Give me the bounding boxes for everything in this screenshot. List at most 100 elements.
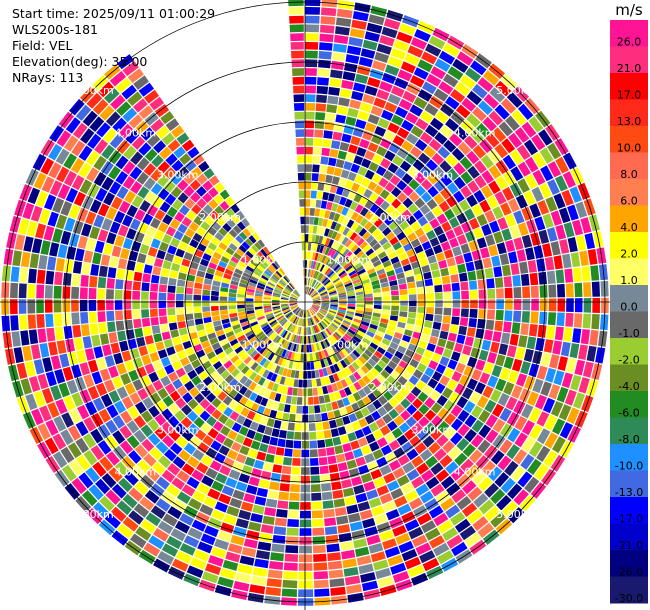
velocity-bin — [537, 324, 547, 338]
velocity-bin — [465, 67, 482, 83]
velocity-bin — [241, 465, 253, 476]
velocity-bin — [310, 307, 317, 314]
velocity-bin — [586, 345, 597, 362]
velocity-bin — [287, 284, 294, 291]
velocity-bin — [506, 345, 517, 358]
velocity-bin — [174, 410, 186, 422]
velocity-bin — [307, 309, 312, 317]
velocity-bin — [215, 329, 225, 337]
velocity-bin — [299, 519, 312, 528]
velocity-bin — [456, 496, 472, 510]
velocity-bin — [387, 93, 401, 106]
velocity-bin — [193, 306, 202, 313]
velocity-bin — [114, 400, 126, 414]
velocity-bin — [202, 306, 211, 312]
velocity-bin — [60, 446, 75, 464]
velocity-bin — [431, 415, 443, 428]
velocity-bin — [233, 382, 243, 392]
velocity-bin — [298, 563, 313, 571]
velocity-bin — [106, 451, 120, 466]
velocity-bin — [214, 270, 224, 278]
velocity-bin — [557, 298, 566, 312]
velocity-bin — [103, 88, 120, 104]
velocity-bin — [292, 449, 301, 458]
velocity-bin — [324, 517, 337, 527]
velocity-bin — [86, 150, 100, 166]
velocity-bin — [198, 161, 210, 173]
velocity-bin — [496, 495, 512, 511]
velocity-bin — [383, 170, 394, 181]
velocity-bin — [190, 557, 207, 570]
velocity-bin — [291, 325, 296, 333]
velocity-bin — [30, 344, 41, 360]
velocity-bin — [187, 456, 200, 468]
velocity-bin — [307, 309, 310, 317]
velocity-bin — [377, 576, 394, 588]
velocity-bin — [436, 213, 448, 225]
velocity-bin — [28, 268, 37, 284]
velocity-bin — [396, 474, 410, 487]
velocity-bin — [404, 329, 413, 337]
velocity-bin — [331, 481, 342, 491]
velocity-bin — [214, 205, 225, 216]
velocity-bin — [214, 347, 224, 356]
velocity-bin — [573, 392, 586, 409]
velocity-bin — [261, 324, 270, 331]
velocity-bin — [312, 304, 320, 308]
velocity-bin — [382, 227, 392, 237]
velocity-bin — [409, 497, 423, 510]
velocity-bin — [181, 234, 192, 245]
velocity-bin — [344, 62, 358, 73]
velocity-bin — [268, 318, 276, 324]
velocity-bin — [230, 355, 240, 364]
velocity-bin — [206, 267, 216, 275]
velocity-bin — [391, 114, 404, 126]
velocity-bin — [371, 134, 383, 145]
velocity-bin — [349, 201, 359, 211]
velocity-bin — [92, 397, 105, 412]
velocity-bin — [143, 177, 156, 190]
velocity-bin — [185, 228, 195, 238]
velocity-bin — [345, 54, 360, 64]
velocity-bin — [244, 268, 253, 276]
velocity-bin — [382, 305, 391, 310]
velocity-bin — [362, 385, 372, 395]
velocity-bin — [166, 206, 178, 218]
velocity-bin — [306, 318, 309, 327]
velocity-bin — [187, 369, 198, 380]
velocity-bin — [60, 230, 72, 245]
colorbar-bin — [610, 311, 648, 339]
velocity-bin — [259, 357, 267, 366]
velocity-bin — [446, 257, 456, 267]
velocity-bin — [313, 217, 319, 226]
velocity-bin — [477, 522, 494, 538]
velocity-bin — [340, 379, 348, 388]
velocity-bin — [285, 439, 294, 449]
velocity-bin — [309, 278, 313, 287]
velocity-bin — [170, 329, 180, 338]
velocity-bin — [85, 211, 97, 225]
velocity-bin — [300, 327, 303, 335]
velocity-bin — [132, 379, 144, 391]
velocity-bin — [245, 368, 254, 378]
velocity-bin — [75, 437, 89, 454]
velocity-bin — [587, 249, 598, 265]
velocity-bin — [468, 318, 477, 328]
velocity-bin — [335, 352, 343, 361]
velocity-bin — [321, 300, 330, 302]
velocity-bin — [506, 444, 520, 460]
velocity-bin — [434, 284, 443, 293]
velocity-bin — [337, 328, 346, 335]
velocity-bin — [305, 24, 320, 33]
velocity-bin — [122, 516, 139, 532]
velocity-bin — [334, 507, 347, 517]
velocity-bin — [390, 290, 399, 296]
velocity-bin — [172, 336, 182, 346]
velocity-bin — [181, 258, 191, 267]
velocity-bin — [451, 147, 465, 161]
velocity-bin — [305, 199, 311, 207]
velocity-bin — [27, 299, 36, 314]
velocity-bin — [119, 440, 134, 455]
velocity-bin — [253, 341, 262, 349]
velocity-bin — [424, 409, 437, 421]
